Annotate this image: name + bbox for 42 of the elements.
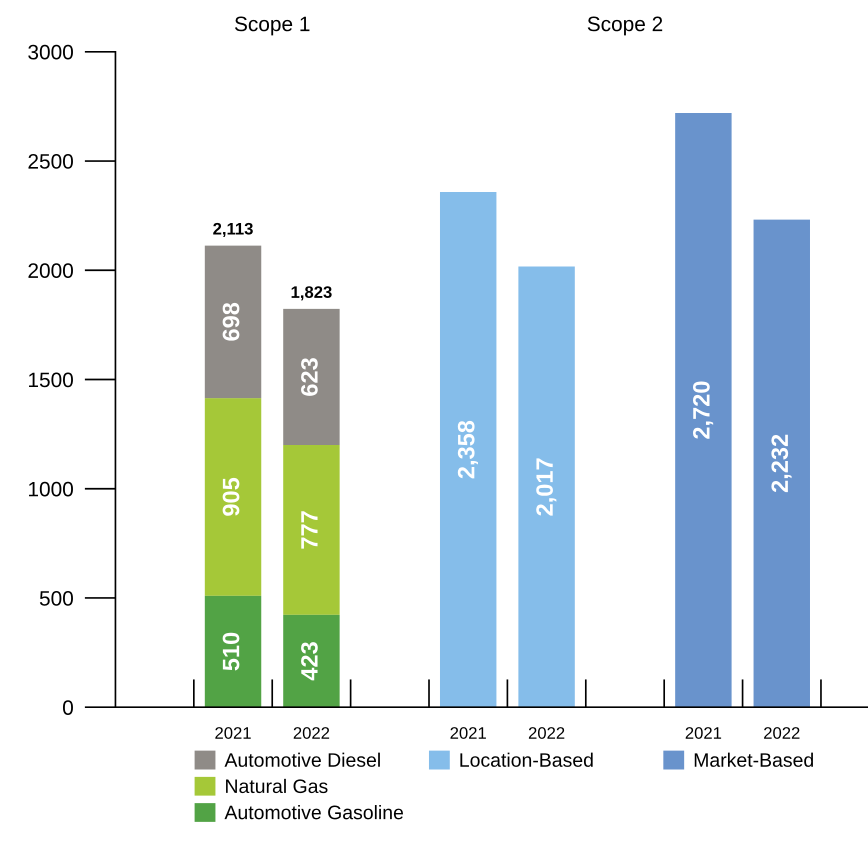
legend-label: Natural Gas [226, 778, 328, 794]
text: Scope 2 [588, 16, 662, 36]
x-tick-label: 2021 [450, 727, 486, 739]
bar [283, 614, 340, 708]
x-tick-label: 2022 [528, 727, 564, 739]
total-label: 1,823 [292, 286, 332, 300]
y-tick-label: 2500 [28, 154, 73, 169]
y-tick-label: 1000 [29, 482, 73, 496]
y-tick-label: 3000 [28, 44, 73, 60]
legend-label: Location-Based [460, 752, 593, 767]
data-label: 623 [301, 358, 318, 396]
bar [754, 220, 810, 708]
legend-label: Automotive Diesel [224, 752, 380, 767]
legend-label: Automotive Gasoline [224, 805, 404, 820]
bar [204, 246, 262, 398]
y-tick-label: 500 [40, 590, 73, 606]
total-label: 2,113 [213, 222, 253, 238]
bar [283, 308, 340, 446]
x-tick-label: 2021 [686, 727, 722, 739]
x-tick-label: 2021 [215, 727, 251, 739]
bar [283, 445, 340, 615]
data-label: 2,232 [771, 434, 792, 492]
y-tick-label: 2000 [28, 263, 73, 278]
y-tick-label: 1500 [29, 372, 73, 388]
data-label: 698 [222, 302, 240, 341]
data-label: 777 [301, 511, 318, 549]
legend-label: Market-Based [694, 752, 813, 767]
text: Scope 1 [234, 16, 310, 36]
x-tick-label: 2022 [764, 727, 800, 739]
data-label: 423 [301, 642, 318, 680]
bar [440, 192, 496, 708]
bar [675, 112, 732, 708]
x-tick-label: 2022 [294, 727, 330, 739]
data-label: 510 [222, 632, 240, 670]
bar [204, 398, 262, 596]
data-label: 905 [222, 478, 240, 516]
data-label: 2,358 [458, 420, 478, 478]
bar [518, 266, 575, 708]
y-tick-label: 0 [63, 700, 73, 715]
bar [204, 596, 262, 708]
data-label: 2,720 [692, 382, 714, 439]
data-label: 2,017 [536, 458, 556, 516]
